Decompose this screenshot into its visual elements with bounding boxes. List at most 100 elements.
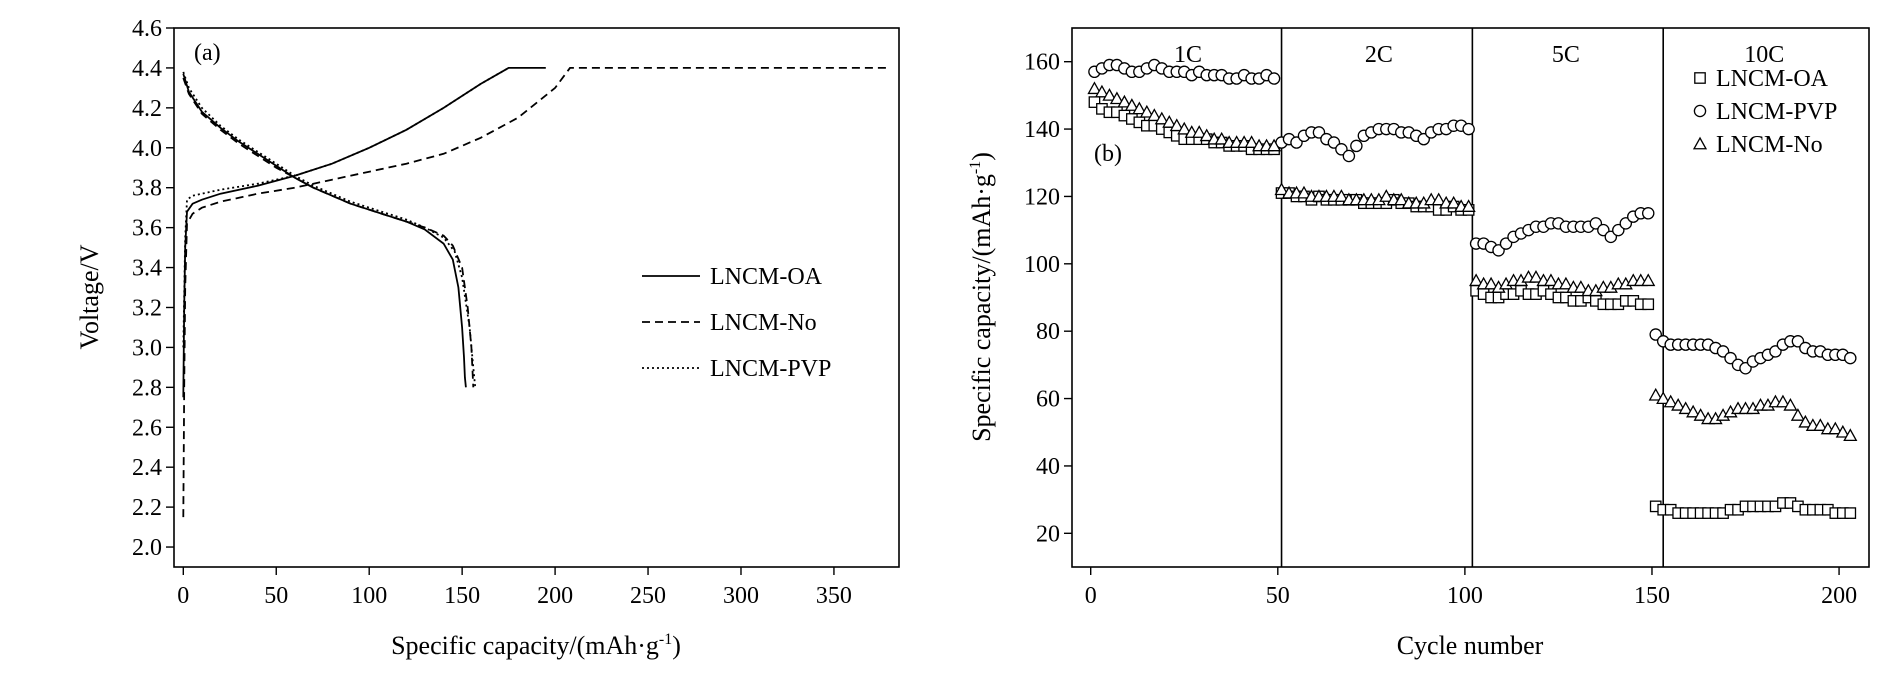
x-tick-label: 200 (1821, 583, 1857, 609)
y-axis-ticks: 2.0 2.2 2.4 2.6 2.8 3.0 3.2 3.4 3.6 3.8 4.0 4.2 4.4 4… (132, 16, 174, 561)
data-point (1469, 273, 1484, 287)
data-point (1334, 189, 1349, 202)
y-tick-label: 2.0 (132, 535, 162, 561)
x-axis-ticks: 0 50 100 150 200 250 300 350 (177, 567, 852, 609)
x-tick-label: 50 (1266, 583, 1290, 609)
series-layer (182, 67, 886, 518)
data-point (1656, 391, 1671, 404)
data-point (1088, 96, 1101, 108)
data-point (1132, 101, 1147, 115)
data-point (1835, 424, 1850, 438)
y-tick-label: 3.4 (132, 256, 162, 282)
legend: LNCM-OA LNCM-PVP LNCM-No (1692, 66, 1837, 158)
series-line-lncm-pvp-charge (182, 67, 510, 348)
plot-frame (173, 27, 900, 568)
data-point (1394, 192, 1409, 206)
data-point (1147, 108, 1162, 122)
x-tick-label: 150 (444, 583, 480, 609)
x-tick-label: 50 (264, 583, 288, 609)
data-point (1671, 397, 1686, 411)
data-point (1663, 394, 1678, 408)
y-tick-label: 4.2 (132, 96, 162, 122)
y-tick-label: 3.8 (132, 176, 162, 202)
data-point (1483, 276, 1499, 290)
data-point (1462, 122, 1475, 136)
y-tick-label: 160 (1024, 50, 1060, 76)
rate-dividers (1280, 28, 1665, 567)
data-point (1379, 189, 1394, 202)
data-point (1274, 182, 1289, 196)
x-tick-label: 300 (723, 583, 759, 609)
data-point (1162, 115, 1177, 128)
data-point (1642, 298, 1655, 311)
data-point (1431, 192, 1446, 206)
data-point (1798, 414, 1813, 428)
data-point (1783, 397, 1798, 411)
series-line-lncm-no-discharge (182, 77, 475, 388)
legend-label: LNCM-No (710, 310, 817, 336)
series-lncm-pvp (1088, 58, 1857, 375)
series-line-lncm-oa-discharge (182, 73, 467, 388)
data-point (1790, 408, 1805, 421)
rate-label: 5C (1552, 42, 1580, 68)
rate-capability-chart: (b) 1C 2C 5C 10C 0 50 100 150 200 20 40 60 80 100 12… (967, 27, 1870, 660)
x-tick-label: 350 (816, 583, 852, 609)
data-point (1296, 185, 1312, 199)
legend-label: LNCM-OA (1716, 66, 1829, 92)
y-tick-label: 2.2 (132, 495, 162, 521)
y-tick-label: 3.2 (132, 295, 162, 321)
data-point (1342, 149, 1356, 163)
x-tick-label: 100 (351, 583, 387, 609)
legend-marker (1694, 72, 1706, 84)
y-tick-label: 40 (1036, 454, 1060, 480)
data-point (1177, 121, 1192, 135)
data-point (1154, 111, 1169, 125)
y-axis-label: Specific capacity/(mAh·g-1) (967, 152, 996, 442)
series-lncm-oa (1088, 96, 1857, 519)
x-tick-label: 250 (630, 583, 666, 609)
y-tick-label: 60 (1036, 387, 1060, 413)
y-tick-label: 120 (1024, 184, 1060, 210)
data-point (1648, 387, 1663, 401)
rate-label: 2C (1365, 42, 1393, 68)
y-tick-label: 4.6 (132, 16, 162, 42)
data-point (1169, 118, 1184, 132)
y-tick-label: 3.0 (132, 335, 162, 361)
y-tick-label: 2.8 (132, 375, 162, 401)
data-point (1094, 84, 1110, 98)
x-axis-ticks: 0 50 100 150 200 (1085, 567, 1857, 609)
legend-label: LNCM-PVP (710, 356, 831, 382)
legend: LNCM-OA LNCM-No LNCM-PVP (642, 264, 831, 382)
x-axis-label: Specific capacity/(mAh·g-1) (391, 631, 681, 660)
data-point (1844, 507, 1857, 519)
series-line-lncm-no-charge (182, 67, 886, 518)
y-tick-label: 2.6 (132, 415, 162, 441)
data-point (1461, 199, 1476, 212)
data-point (1244, 135, 1259, 148)
data-point (1350, 139, 1363, 153)
data-point (1843, 428, 1858, 442)
series-layer (1087, 58, 1858, 519)
data-point (1558, 276, 1574, 290)
legend-marker (1692, 136, 1708, 150)
y-tick-label: 80 (1036, 319, 1060, 345)
y-tick-label: 4.0 (132, 136, 162, 162)
data-point (1828, 421, 1843, 435)
y-tick-label: 4.4 (132, 56, 162, 82)
legend-label: LNCM-PVP (1716, 99, 1837, 125)
y-tick-label: 2.4 (132, 455, 162, 481)
plot-frame (1071, 27, 1870, 568)
x-tick-label: 0 (177, 583, 189, 609)
legend-label: LNCM-No (1716, 132, 1823, 158)
data-point (1102, 88, 1117, 101)
legend-label: LNCM-OA (710, 264, 823, 290)
data-point (1775, 394, 1791, 408)
y-axis-ticks: 20 40 60 80 100 120 140 160 (1024, 50, 1072, 547)
data-point (1199, 128, 1214, 142)
panel-tag: (b) (1094, 141, 1122, 167)
data-point (1686, 404, 1701, 418)
voltage-profile-chart: (a) 0 50 100 150 200 250 300 350 2.02.22.42.62.… (75, 16, 900, 660)
data-point (1678, 401, 1693, 415)
data-point (1446, 195, 1461, 209)
